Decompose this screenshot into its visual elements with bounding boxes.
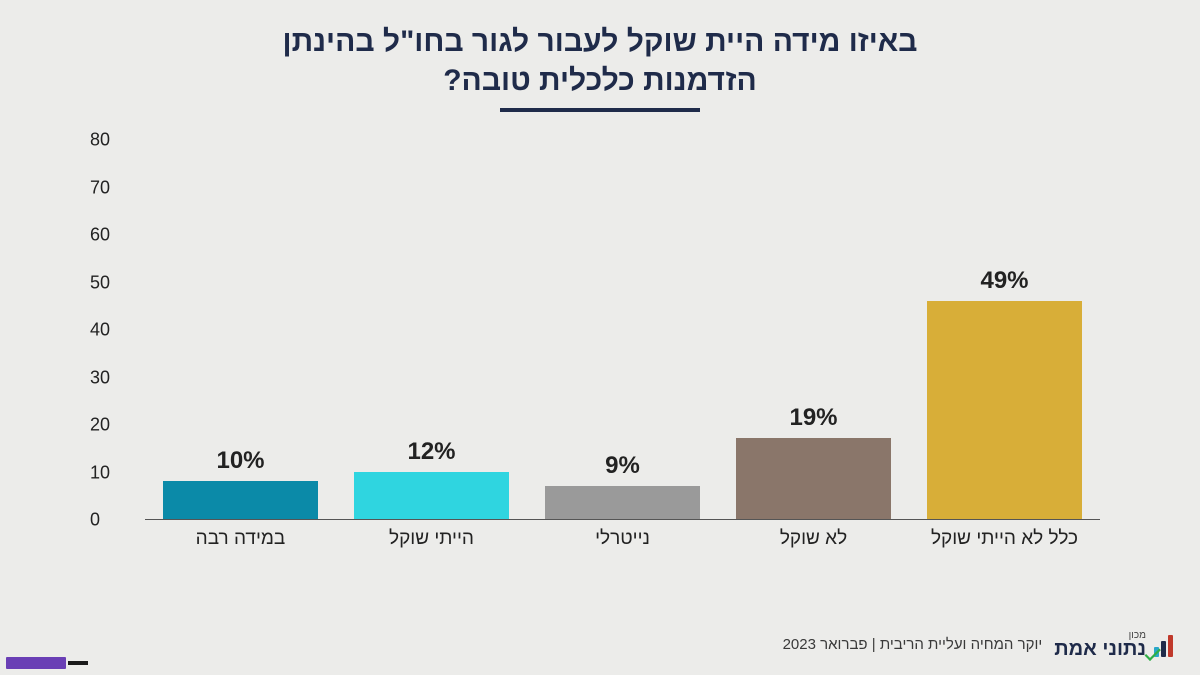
bar-value-label: 10% bbox=[163, 447, 318, 475]
title-line-1: באיזו מידה היית שוקל לעבור לגור בחו"ל בה… bbox=[283, 25, 918, 58]
y-tick: 0 bbox=[90, 510, 135, 531]
footer: מכון נתוני אמת יוקר המחיה ועליית הריבית … bbox=[20, 631, 1180, 660]
x-axis-label: לא שוקל bbox=[719, 528, 909, 550]
y-tick: 20 bbox=[90, 415, 135, 436]
bar bbox=[927, 301, 1082, 520]
bar-value-label: 9% bbox=[545, 452, 700, 480]
bar-group: 49% bbox=[927, 301, 1082, 520]
y-tick: 50 bbox=[90, 272, 135, 293]
y-tick: 70 bbox=[90, 177, 135, 198]
footer-caption: יוקר המחיה ועליית הריבית | פברואר 2023 bbox=[783, 636, 1043, 653]
logo-main-text: נתוני אמת bbox=[1054, 640, 1146, 659]
chart-title: באיזו מידה היית שוקל לעבור לגור בחו"ל בה… bbox=[283, 22, 918, 100]
title-line-2: הזדמנות כלכלית טובה? bbox=[443, 64, 757, 97]
y-tick: 30 bbox=[90, 367, 135, 388]
x-axis-label: במידה רבה bbox=[146, 528, 336, 550]
bar-group: 12% bbox=[354, 472, 509, 520]
y-axis: 01020304050607080 bbox=[90, 140, 140, 520]
x-axis-label: כלל לא הייתי שוקל bbox=[910, 528, 1100, 550]
title-underline bbox=[500, 108, 700, 112]
corner-badge-icon bbox=[6, 657, 66, 669]
chart-title-block: באיזו מידה היית שוקל לעבור לגור בחו"ל בה… bbox=[0, 0, 1200, 112]
bar-group: 19% bbox=[736, 438, 891, 519]
logo-mark-icon bbox=[1152, 633, 1180, 659]
x-axis-label: הייתי שוקל bbox=[337, 528, 527, 550]
y-tick: 10 bbox=[90, 462, 135, 483]
bar bbox=[545, 486, 700, 519]
bar-group: 10% bbox=[163, 481, 318, 519]
bar-group: 9% bbox=[545, 486, 700, 519]
bar bbox=[736, 438, 891, 519]
y-tick: 60 bbox=[90, 225, 135, 246]
y-tick: 40 bbox=[90, 320, 135, 341]
bar-value-label: 49% bbox=[927, 267, 1082, 295]
plot-area: 10%במידה רבה12%הייתי שוקל9%נייטרלי19%לא … bbox=[145, 140, 1100, 520]
bar-chart: 01020304050607080 10%במידה רבה12%הייתי ש… bbox=[90, 140, 1110, 560]
bar bbox=[354, 472, 509, 520]
logo-text: מכון נתוני אמת bbox=[1054, 631, 1146, 660]
x-axis-label: נייטרלי bbox=[528, 528, 718, 550]
bar-value-label: 12% bbox=[354, 438, 509, 466]
org-logo: מכון נתוני אמת bbox=[1054, 631, 1180, 660]
bar-value-label: 19% bbox=[736, 404, 891, 432]
y-tick: 80 bbox=[90, 130, 135, 151]
bar bbox=[163, 481, 318, 519]
